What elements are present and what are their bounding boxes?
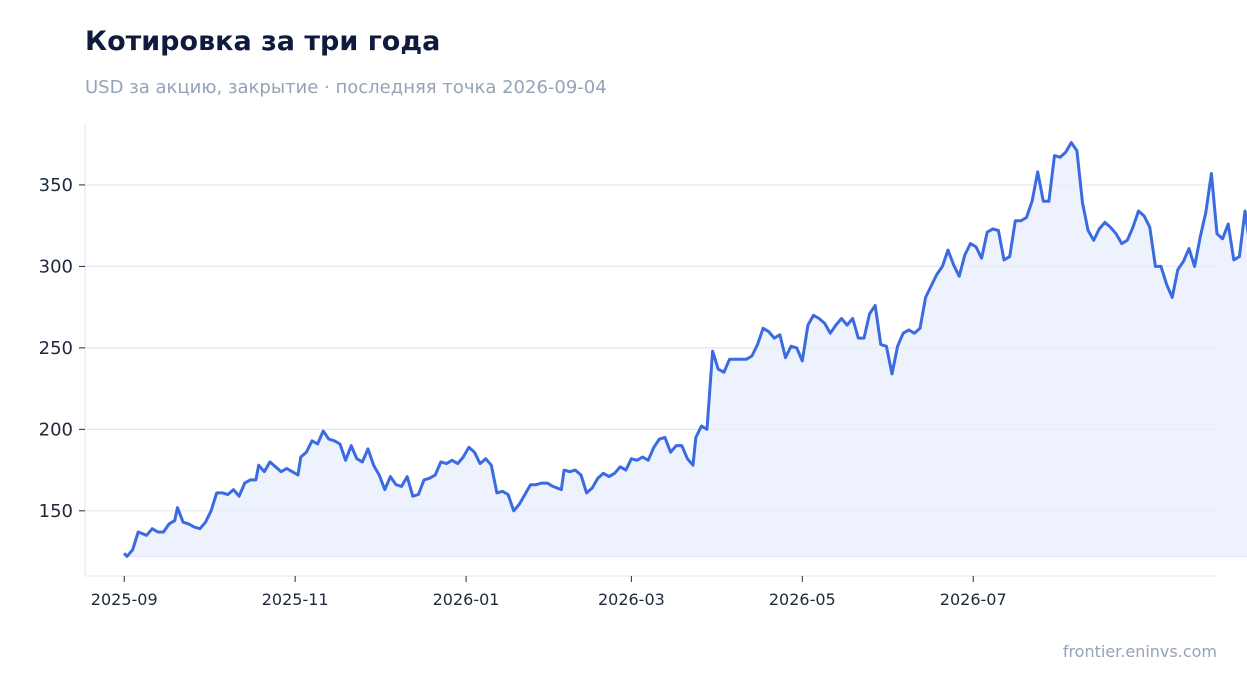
x-tick-label: 2026-01 bbox=[433, 590, 500, 609]
y-axis-ticks: 150 200 250 300 350 bbox=[39, 175, 85, 522]
price-line bbox=[123, 141, 1247, 558]
x-tick-label: 2026-05 bbox=[769, 590, 836, 609]
x-tick-label: 2025-09 bbox=[91, 590, 158, 609]
x-tick-label: 2026-07 bbox=[940, 590, 1007, 609]
y-tick-label: 350 bbox=[39, 175, 73, 196]
source-note: frontier.eninvs.com bbox=[1062, 642, 1217, 661]
area-fill bbox=[123, 141, 1247, 558]
y-tick-label: 250 bbox=[39, 338, 73, 359]
x-tick-label: 2025-11 bbox=[262, 590, 329, 609]
y-tick-label: 300 bbox=[39, 256, 73, 277]
x-axis-ticks: 2025-09 2025-11 2026-01 2026-03 2026-05 2026-… bbox=[91, 576, 1007, 609]
y-tick-label: 150 bbox=[39, 501, 73, 522]
chart-subtitle: USD за акцию, закрытие · последняя точка… bbox=[85, 77, 607, 98]
chart-title: Котировка за три года bbox=[85, 26, 441, 57]
y-tick-label: 200 bbox=[39, 419, 73, 440]
x-tick-label: 2026-03 bbox=[598, 590, 665, 609]
